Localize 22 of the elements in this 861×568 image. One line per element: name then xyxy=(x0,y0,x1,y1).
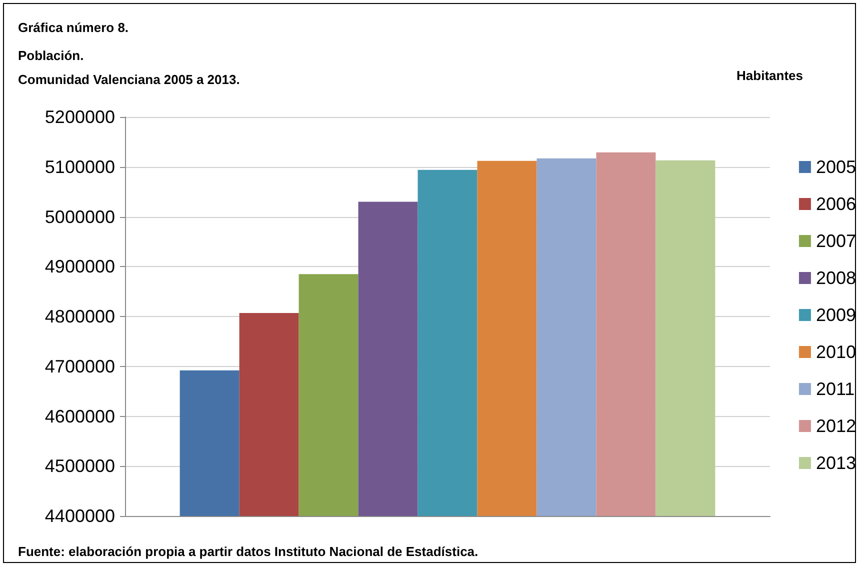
legend-label: 2013 xyxy=(816,453,856,473)
y-tick-label: 5100000 xyxy=(44,156,115,177)
legend-label: 2008 xyxy=(816,268,856,288)
legend-label: 2010 xyxy=(816,342,856,362)
legend-label: 2011 xyxy=(816,379,855,399)
legend-label: 2012 xyxy=(816,416,856,436)
y-tick-label: 4600000 xyxy=(44,406,115,426)
y-tick-label: 4400000 xyxy=(44,506,115,526)
y-tick-label: 4800000 xyxy=(44,306,115,326)
y-tick-label: 4700000 xyxy=(44,356,115,376)
y-tick-label: 4900000 xyxy=(44,256,115,277)
chart-subtitle: Población. Comunidad Valenciana 2005 a 2013. xyxy=(18,47,240,89)
y-tick-label: 4500000 xyxy=(44,456,115,476)
y-tick-label: 5200000 xyxy=(44,107,115,127)
legend-label: 2005 xyxy=(816,157,856,177)
legend-label: 2006 xyxy=(816,194,856,214)
legend-label: 2007 xyxy=(816,231,856,251)
y-axis-title: Habitantes xyxy=(736,68,803,83)
y-tick-label: 5000000 xyxy=(44,206,115,227)
legend-label: 2009 xyxy=(816,305,856,325)
chart-title: Gráfica número 8. xyxy=(18,20,129,35)
source-note: Fuente: elaboración propia a partir datos Instituto Nacional de Estadística. xyxy=(18,544,478,559)
